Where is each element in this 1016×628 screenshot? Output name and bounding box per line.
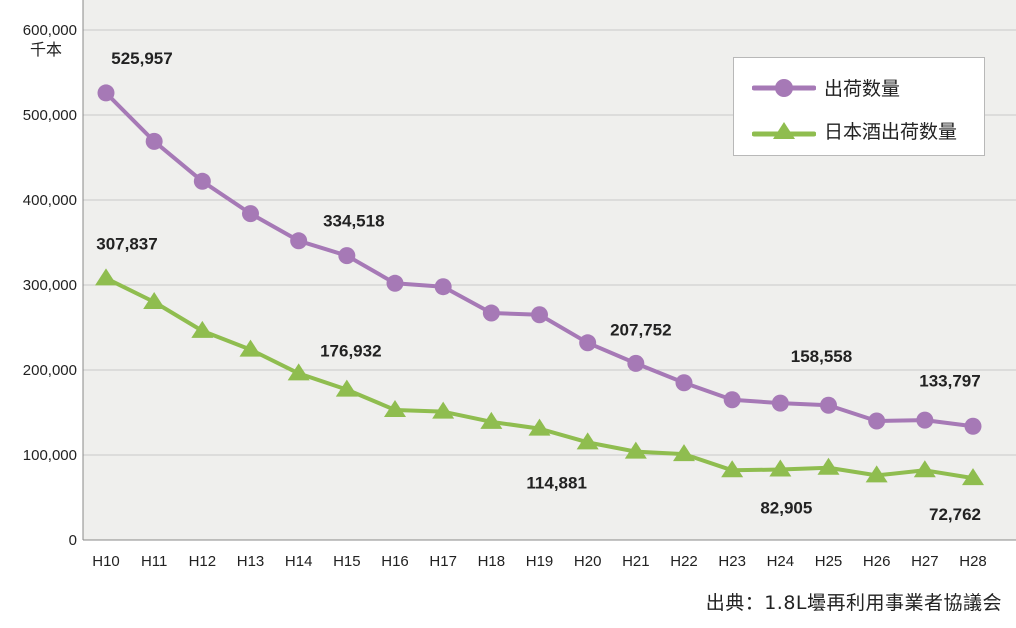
x-tick-label: H15 [333,553,361,570]
data-point [480,411,503,429]
x-tick-label: H11 [141,553,167,570]
data-point [290,232,308,250]
y-tick-label: 600,000 [23,22,77,39]
y-axis-unit-label: 千本 [30,40,63,59]
x-tick-label: H28 [959,553,987,570]
data-point [675,374,693,392]
y-tick-label: 100,000 [23,447,77,464]
data-point [242,205,259,223]
y-tick-label: 400,000 [23,192,77,209]
data-point [624,441,647,459]
x-tick-label: H26 [863,553,891,570]
data-point [335,379,358,397]
data-label: 133,797 [919,371,980,390]
y-tick-label: 200,000 [23,362,77,379]
source-caption: 出典：1.8L壜再利用事業者協議会 [705,592,1002,614]
data-point [627,354,645,372]
x-tick-label: H24 [767,553,795,570]
triangle-marker-icon [752,121,816,139]
data-point [528,418,551,436]
data-point [239,339,262,357]
y-tick-label: 0 [69,532,77,549]
data-point [95,268,117,286]
data-point [482,304,500,322]
data-point [721,460,744,478]
y-tick-label: 500,000 [23,107,77,124]
x-tick-label: H19 [526,553,554,570]
data-point [769,459,792,477]
x-tick-label: H12 [189,553,217,570]
x-tick-label: H20 [574,553,602,570]
data-point [434,278,452,296]
data-label: 525,957 [111,49,172,68]
data-point [913,460,936,478]
data-point [916,411,934,429]
data-point [865,465,888,483]
legend-item-shipments: 出荷数量 [752,74,900,101]
data-point [820,396,837,414]
x-tick-label: H21 [622,553,650,570]
data-point [673,444,695,462]
x-tick-label: H16 [381,553,409,570]
data-point [723,391,741,409]
data-point [191,320,214,338]
data-point [962,468,984,486]
circle-marker-icon [752,78,816,97]
data-point [771,394,789,412]
x-tick-label: H27 [911,553,939,570]
legend-label: 出荷数量 [824,78,901,100]
data-point [964,417,982,435]
data-point [868,412,886,430]
data-label: 114,881 [526,473,587,492]
data-point [338,247,356,265]
x-tick-label: H25 [815,553,843,570]
data-point [531,306,548,324]
data-point [143,292,166,309]
data-label: 176,932 [320,342,381,361]
x-tick-label: H18 [478,553,506,570]
data-point [145,132,163,150]
data-label: 207,752 [610,320,671,339]
y-tick-label: 300,000 [23,277,77,294]
x-tick-label: H14 [285,553,313,570]
x-tick-label: H23 [718,553,746,570]
x-tick-label: H22 [670,553,698,570]
data-point [386,274,404,292]
x-tick-label: H10 [92,553,120,570]
data-label: 334,518 [323,212,384,231]
data-point [193,172,211,190]
legend-label: 日本酒出荷数量 [824,121,958,143]
data-label: 307,837 [96,234,157,253]
legend: 出荷数量 日本酒出荷数量 [733,57,985,156]
data-point [576,432,599,450]
data-label: 82,905 [760,499,812,518]
data-point [817,457,840,475]
data-label: 158,558 [791,347,852,366]
data-point [384,399,406,417]
data-point [97,84,115,102]
data-point [432,401,455,419]
data-label: 72,762 [929,505,981,524]
legend-item-sake-shipments: 日本酒出荷数量 [752,117,957,144]
data-point [579,334,597,352]
x-tick-label: H17 [429,553,457,570]
data-point [287,363,310,381]
x-tick-label: H13 [237,553,265,570]
